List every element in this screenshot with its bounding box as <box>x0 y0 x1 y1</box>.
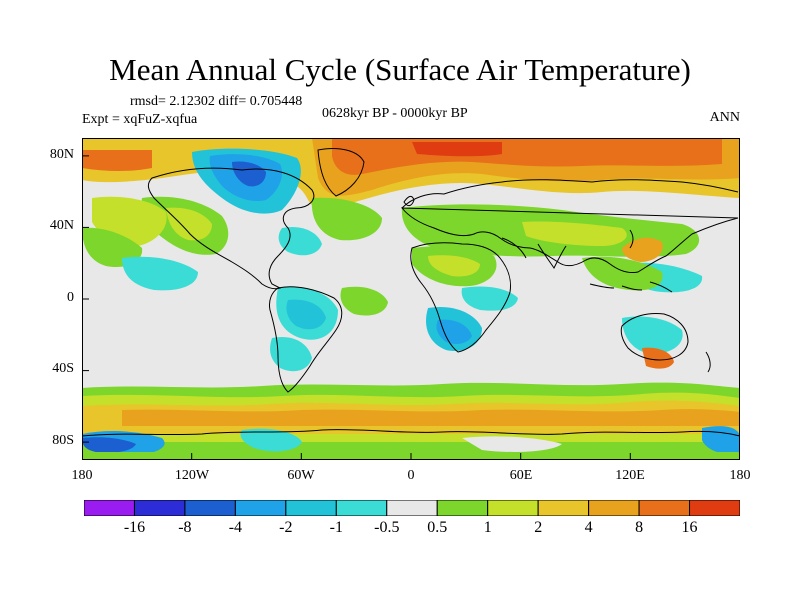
coastlines <box>82 148 740 437</box>
colorbar-level-label: -16 <box>123 519 146 536</box>
x-tick-label: 120E <box>615 468 645 483</box>
colorbar-swatch <box>588 500 640 516</box>
temperature-anomaly-map <box>82 138 740 460</box>
colorbar-swatch <box>689 500 740 516</box>
colorbar-level-label: -1 <box>329 519 343 536</box>
season-label: ANN <box>709 110 740 125</box>
colorbar-level-label: 4 <box>584 519 593 536</box>
colorbar-swatch <box>335 500 388 516</box>
y-tick-label: 80N <box>49 147 74 162</box>
colorbar-level-label: 0.5 <box>427 519 448 536</box>
colorbar-swatch <box>386 500 438 516</box>
axis-ticks <box>82 155 740 460</box>
colorbar-swatch <box>638 500 691 516</box>
x-tick-label: 180 <box>71 468 93 483</box>
colorbar-swatch <box>537 500 590 516</box>
colorbar-level-label: -8 <box>178 519 192 536</box>
colorbar-level-label: 2 <box>534 519 543 536</box>
colorbar-swatch <box>133 500 186 516</box>
colorbar-swatch <box>184 500 236 516</box>
anomaly-field <box>82 138 740 460</box>
y-tick-label: 0 <box>67 290 74 305</box>
colorbar-swatch <box>285 500 337 516</box>
colorbar-swatch <box>436 500 489 516</box>
colorbar-level-label: -4 <box>228 519 243 536</box>
colorbar-level-label: -2 <box>279 519 293 536</box>
colorbar-level-label: 16 <box>681 519 698 536</box>
period-label: 0628kyr BP - 0000kyr BP <box>322 106 468 121</box>
x-tick-label: 0 <box>407 468 415 483</box>
x-tick-label: 60W <box>287 468 315 483</box>
chart-title: Mean Annual Cycle (Surface Air Temperatu… <box>109 52 691 87</box>
x-tick-label: 120W <box>174 468 210 483</box>
x-tick-label: 180 <box>729 468 751 483</box>
colorbar-level-label: -0.5 <box>374 519 400 536</box>
y-tick-label: 40S <box>52 361 74 376</box>
colorbar-swatch <box>487 500 539 516</box>
x-tick-label: 60E <box>509 468 533 483</box>
experiment-label: Expt = xqFuZ-xqfua <box>82 112 198 127</box>
colorbar-swatch <box>234 500 287 516</box>
stats-text: rmsd= 2.12302 diff= 0.705448 <box>130 94 303 109</box>
colorbar-swatch <box>84 500 135 516</box>
y-tick-label: 80S <box>52 433 74 448</box>
colorbar-level-label: 1 <box>483 519 492 536</box>
y-tick-label: 40N <box>49 218 74 233</box>
colorbar-level-label: 8 <box>635 519 644 536</box>
colorbar <box>84 500 740 516</box>
